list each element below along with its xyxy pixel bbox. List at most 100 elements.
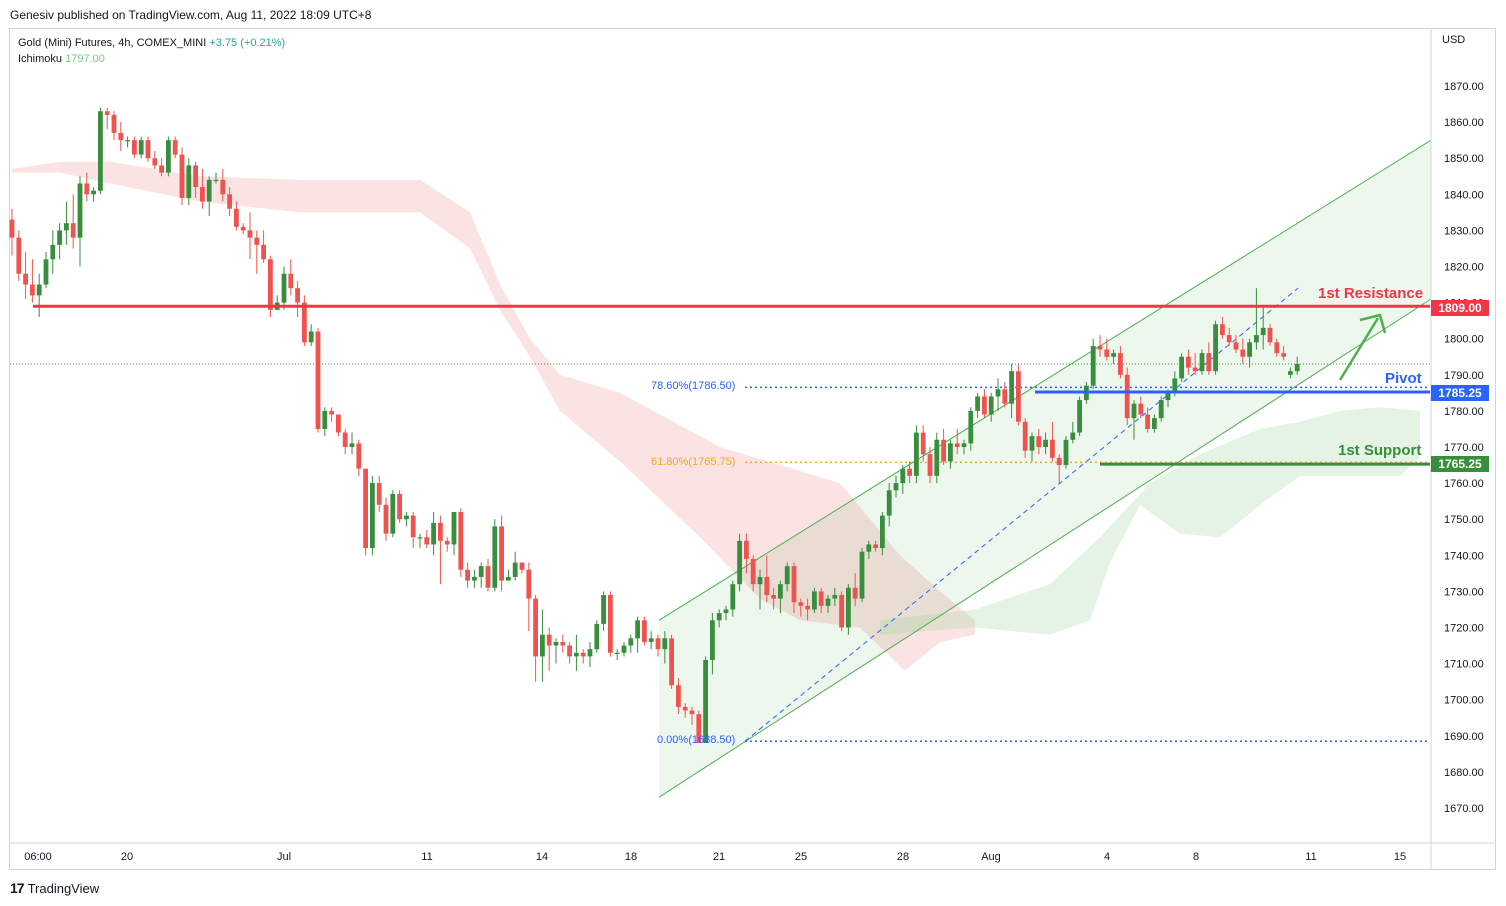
candle-up (478, 562, 484, 588)
candle-down (818, 587, 824, 614)
candle-down (23, 252, 28, 299)
candle-down (546, 627, 552, 671)
candle-up (621, 641, 627, 657)
candle-down (376, 475, 382, 512)
legend-change: +3.75 (+0.21%) (209, 37, 286, 49)
candle-body (1077, 400, 1082, 433)
candle-body (50, 244, 56, 260)
candle-down (526, 562, 532, 632)
tradingview-logo[interactable]: 17 TradingView (10, 880, 99, 896)
candle-body (444, 540, 450, 545)
candle-down (70, 194, 76, 249)
candle-body (995, 389, 1001, 397)
legend-symbol-row: Gold (Mini) Futures, 4h, COMEX_MINI +3.7… (18, 35, 285, 51)
candle-down (567, 641, 572, 664)
candle-body (886, 490, 892, 516)
candle-down (1274, 338, 1280, 357)
candle-up (900, 465, 906, 494)
candle-body (791, 566, 797, 603)
y-tick-label: 1670.00 (1444, 803, 1484, 815)
candle-body (125, 140, 130, 142)
candle-down (145, 136, 151, 162)
candle-body (914, 432, 919, 476)
candle-body (1186, 356, 1191, 368)
candle-down (920, 425, 926, 462)
candle-body (988, 396, 994, 415)
candle-body (669, 638, 674, 686)
y-tick-label: 1680.00 (1444, 767, 1484, 779)
candle-body (1267, 327, 1273, 343)
candle-body (907, 468, 912, 476)
candle-down (424, 530, 430, 549)
candle-down (1240, 338, 1246, 364)
candle-down (458, 508, 464, 577)
candle-up (1070, 421, 1076, 444)
candle-up (1294, 356, 1300, 375)
fib-trend-line (744, 287, 1299, 742)
candle-body (104, 111, 110, 115)
candle-body (1070, 432, 1076, 440)
candle-body (1097, 345, 1103, 350)
candle-body (703, 659, 708, 744)
candle-down (608, 591, 613, 657)
candle-up (594, 620, 600, 653)
candle-body (288, 273, 294, 289)
y-tick-label: 1690.00 (1444, 731, 1484, 743)
candle-down (465, 562, 470, 588)
candle-up (138, 136, 144, 159)
x-tick-label: 06:00 (24, 851, 52, 863)
candle-up (635, 616, 640, 653)
candle-up (832, 587, 838, 606)
candle-down (764, 555, 770, 603)
legend-indicator-value: 1797.00 (65, 53, 105, 65)
candle-down (356, 439, 362, 476)
candle-body (315, 331, 321, 429)
candle-down (383, 497, 389, 541)
candle-up (975, 392, 980, 419)
candle-down (642, 616, 647, 646)
candle-body (648, 638, 654, 642)
candle-body (1016, 371, 1021, 422)
candle-body (1233, 342, 1239, 350)
candle-body (696, 714, 702, 744)
candle-body (1029, 436, 1035, 451)
y-tick-label: 1700.00 (1444, 695, 1484, 707)
candle-up (451, 511, 457, 556)
candle-body (662, 638, 668, 650)
candle-body (1281, 353, 1286, 357)
candle-down (1097, 335, 1103, 357)
candle-body (329, 410, 334, 415)
x-tick-label: 4 (1104, 851, 1110, 863)
projection-arrow-shaft (1338, 317, 1380, 381)
candle-up (1199, 349, 1205, 375)
candle-body (1254, 335, 1259, 343)
support-price-tag: 1765.25 (1431, 456, 1489, 472)
candle-body (499, 526, 504, 581)
candle-body (295, 288, 300, 303)
candle-down (336, 414, 341, 437)
candle-body (655, 638, 661, 650)
candle-body (247, 230, 253, 238)
candle-body (682, 706, 688, 711)
candle-up (281, 266, 287, 310)
candle-up (36, 273, 42, 318)
candle-body (825, 598, 831, 606)
candle-down (363, 468, 368, 556)
candle-body (805, 605, 810, 610)
candle-body (1050, 439, 1055, 458)
candle-body (206, 179, 212, 202)
candle-body (519, 562, 525, 570)
candle-body (1294, 363, 1300, 372)
candle-down (533, 595, 538, 682)
candle-up (601, 591, 606, 632)
y-tick-label: 1780.00 (1444, 406, 1484, 418)
candle-body (608, 595, 613, 653)
candle-up (553, 638, 559, 664)
candle-body (716, 613, 722, 621)
candle-up (1288, 367, 1293, 379)
candle-up (587, 641, 593, 668)
candle-up (43, 252, 49, 289)
candle-up (370, 475, 375, 556)
candle-body (1152, 418, 1157, 429)
